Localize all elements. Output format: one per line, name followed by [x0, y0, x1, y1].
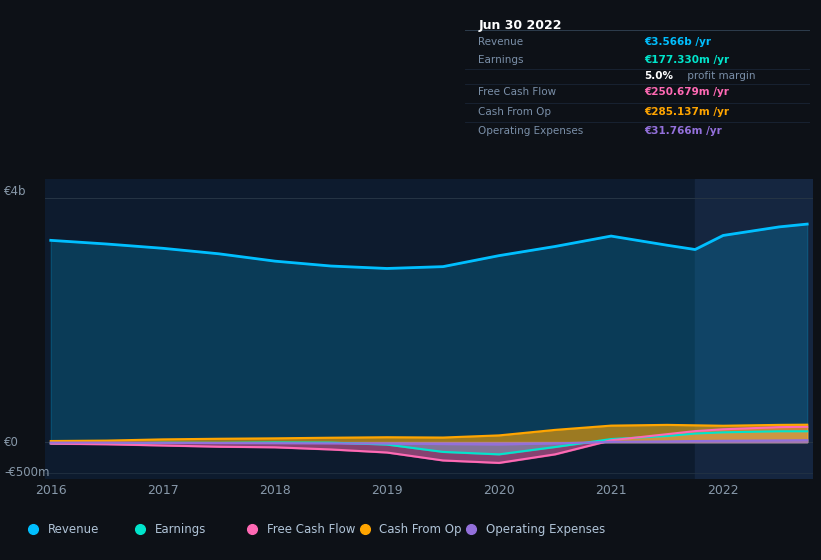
Text: €3.566b /yr: €3.566b /yr [644, 37, 711, 47]
Text: Operating Expenses: Operating Expenses [479, 126, 584, 136]
Text: Free Cash Flow: Free Cash Flow [479, 87, 557, 97]
Text: €250.679m /yr: €250.679m /yr [644, 87, 729, 97]
Text: -€500m: -€500m [4, 466, 49, 479]
Bar [695, 179, 813, 479]
Text: Earnings: Earnings [154, 523, 206, 536]
Text: Jun 30 2022: Jun 30 2022 [479, 19, 562, 32]
Text: profit margin: profit margin [684, 71, 755, 81]
Text: €31.766m /yr: €31.766m /yr [644, 126, 722, 136]
Text: €4b: €4b [4, 185, 26, 198]
Text: Free Cash Flow: Free Cash Flow [267, 523, 355, 536]
Text: Cash From Op: Cash From Op [379, 523, 461, 536]
Text: 5.0%: 5.0% [644, 71, 673, 81]
Text: Revenue: Revenue [479, 37, 524, 47]
Text: Earnings: Earnings [479, 54, 524, 64]
Text: €285.137m /yr: €285.137m /yr [644, 106, 729, 116]
Text: €177.330m /yr: €177.330m /yr [644, 54, 729, 64]
Text: Cash From Op: Cash From Op [479, 106, 552, 116]
Text: €0: €0 [4, 436, 19, 449]
Text: Operating Expenses: Operating Expenses [486, 523, 605, 536]
Text: Revenue: Revenue [48, 523, 99, 536]
